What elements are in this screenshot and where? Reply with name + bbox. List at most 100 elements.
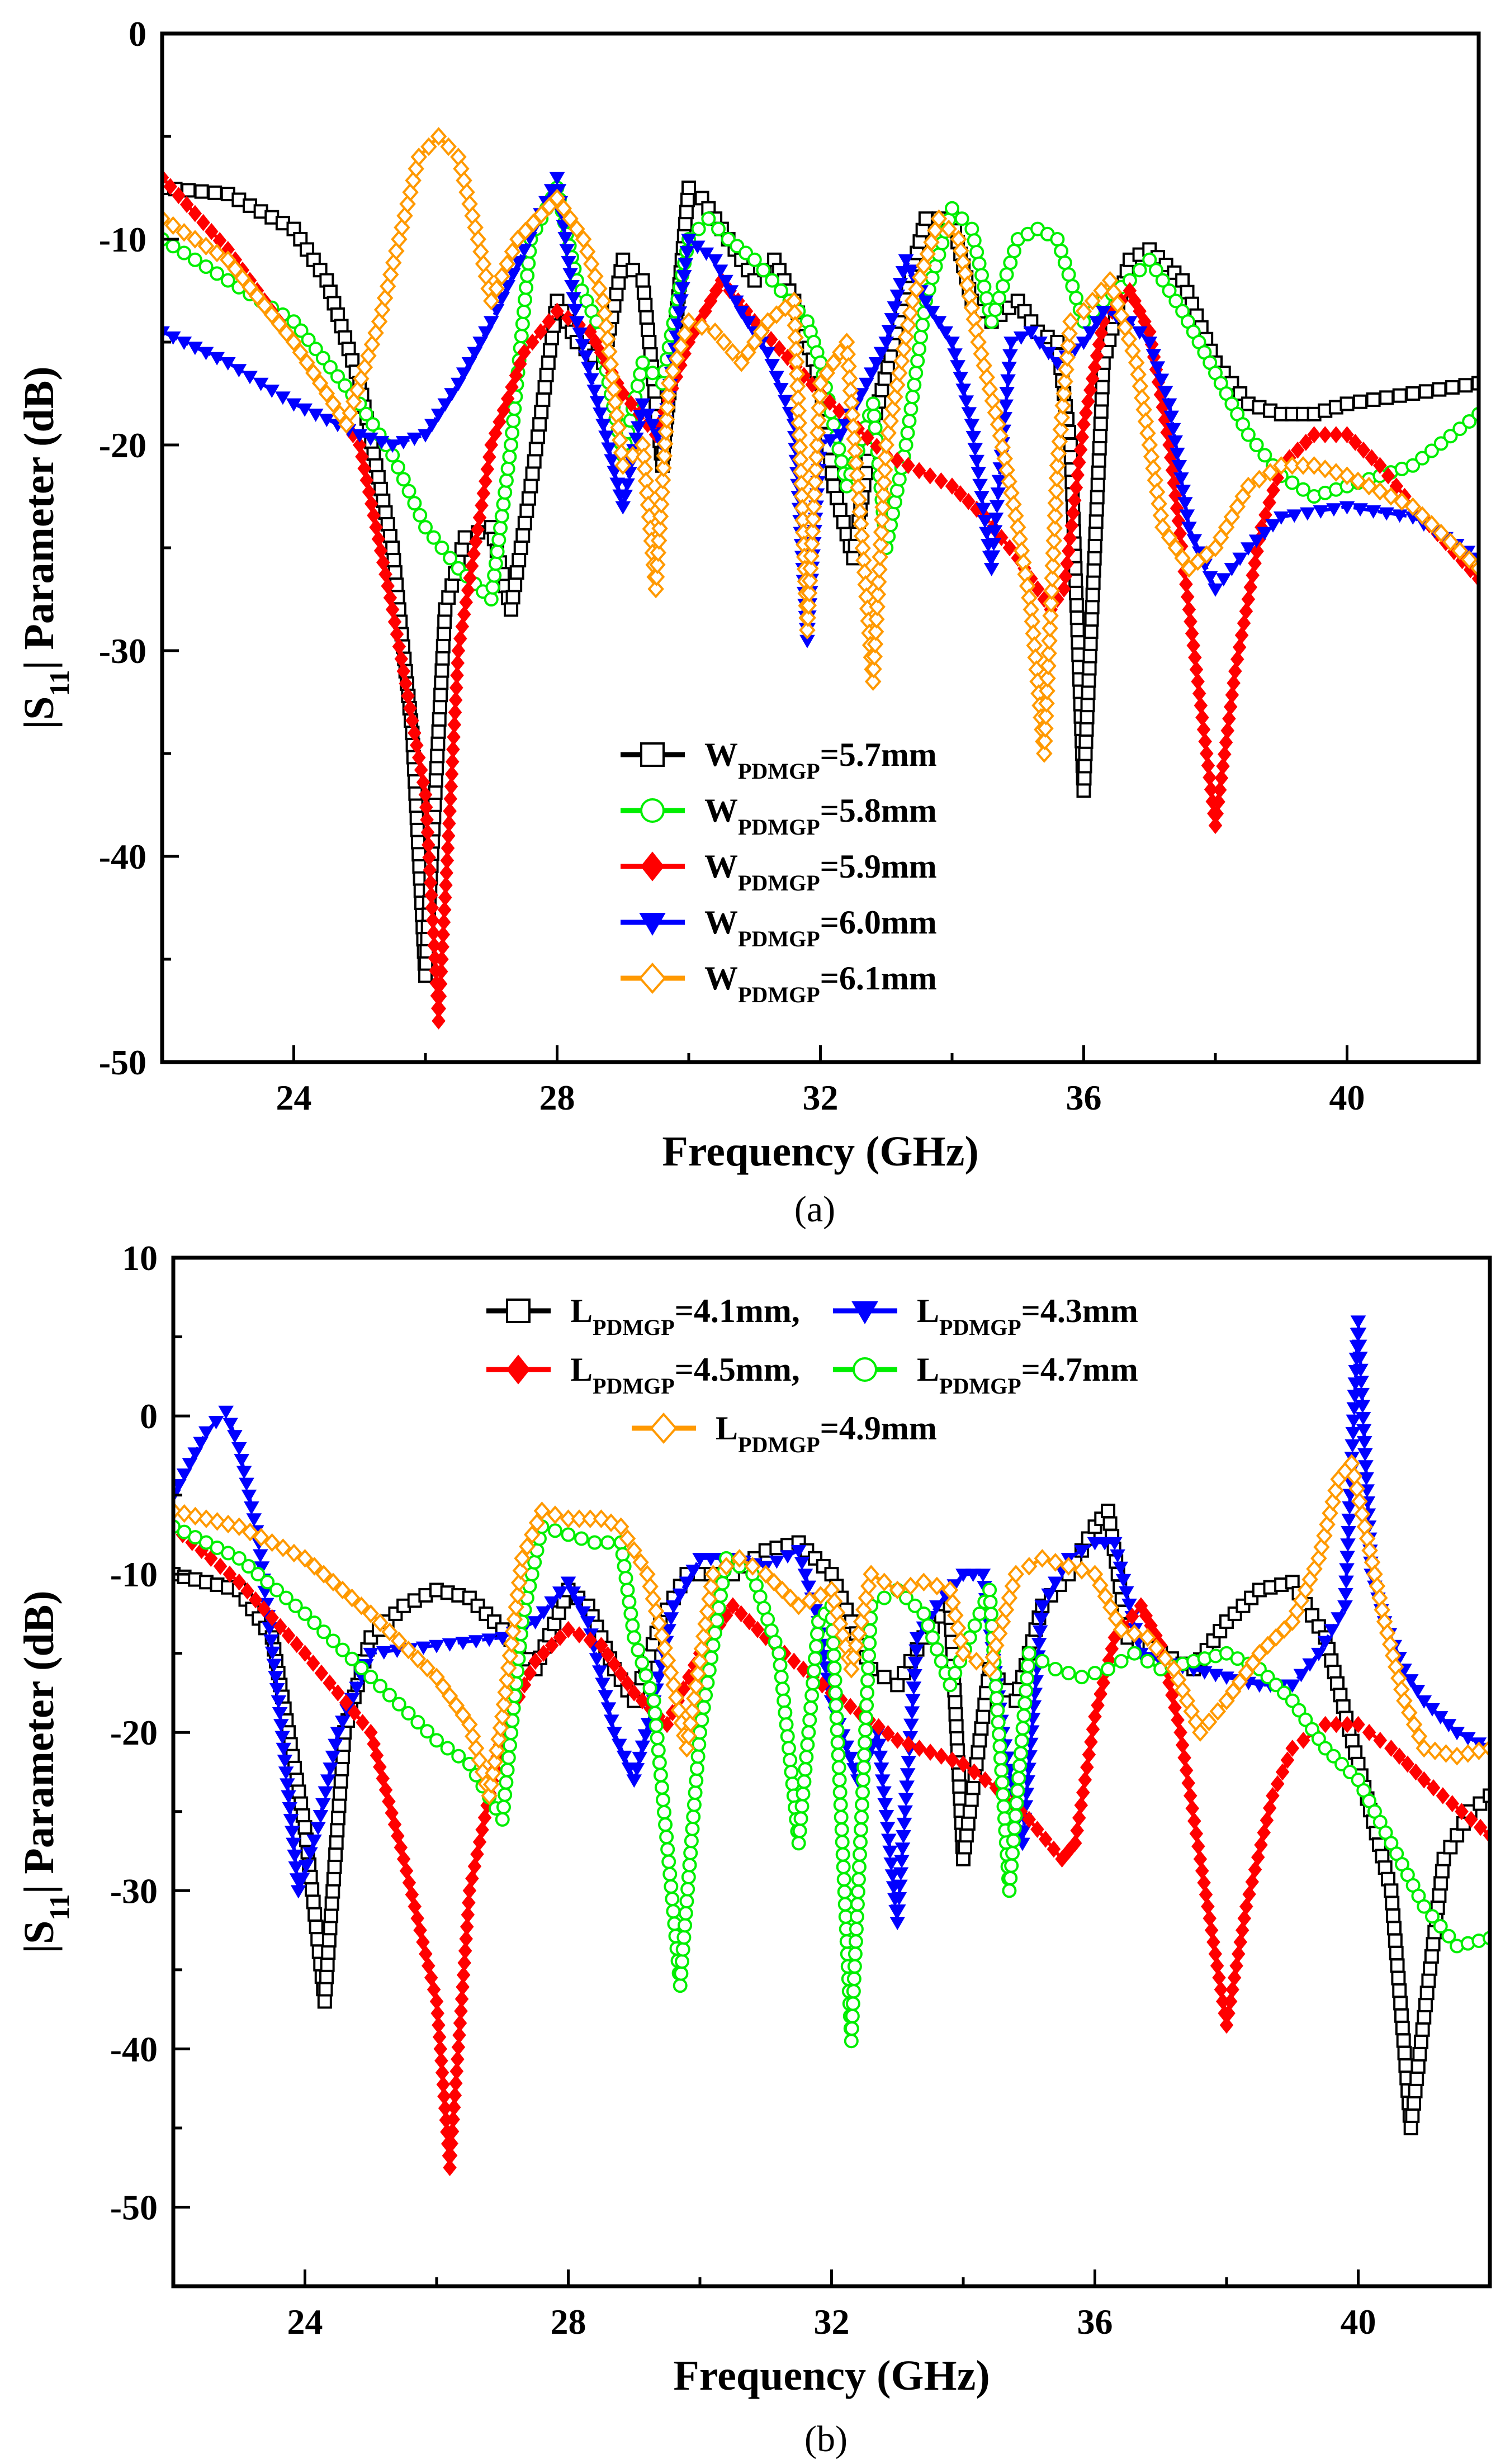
series-1-marker bbox=[629, 1763, 645, 1777]
series-1-marker bbox=[635, 1740, 651, 1754]
series-4-marker bbox=[410, 148, 427, 167]
series-1-marker bbox=[349, 1681, 365, 1695]
x-tick-label: 28 bbox=[539, 1078, 575, 1117]
series-0-marker bbox=[1086, 563, 1101, 578]
series-3-marker bbox=[892, 278, 908, 291]
legend-label-3: LPDMGP=4.7mm bbox=[917, 1351, 1138, 1399]
series-4-marker bbox=[1054, 396, 1071, 415]
series-0-marker bbox=[1421, 1973, 1436, 1988]
series-2-marker bbox=[1223, 1993, 1238, 2010]
series-0-marker bbox=[678, 216, 693, 231]
series-3-marker bbox=[1291, 1703, 1307, 1718]
series-1-marker bbox=[964, 221, 979, 236]
series-2-marker bbox=[1212, 1969, 1226, 1987]
series-3-marker bbox=[1009, 1795, 1024, 1811]
series-4-marker bbox=[227, 259, 244, 278]
series-2-marker bbox=[1250, 542, 1264, 560]
series-4-marker bbox=[1167, 538, 1185, 557]
series-3-marker bbox=[974, 491, 990, 505]
series-2-marker bbox=[433, 987, 447, 1005]
series-3-marker bbox=[674, 1966, 689, 1981]
series-3-marker bbox=[500, 1762, 515, 1778]
series-3-marker bbox=[1165, 423, 1181, 437]
series-1-marker bbox=[977, 279, 992, 295]
series-3-marker bbox=[799, 1750, 814, 1765]
series-2-marker bbox=[1189, 1825, 1204, 1842]
series-2-marker bbox=[1179, 1761, 1194, 1779]
x-tick-label: 32 bbox=[814, 2302, 850, 2342]
series-4-marker bbox=[1048, 481, 1065, 500]
series-0-marker bbox=[505, 590, 520, 605]
series-4-marker bbox=[703, 1577, 720, 1596]
series-3-marker bbox=[220, 357, 236, 371]
series-2-marker bbox=[1329, 1716, 1343, 1733]
series-2-marker bbox=[248, 1591, 263, 1609]
series-4-marker bbox=[652, 506, 669, 526]
series-2-marker bbox=[528, 1652, 542, 1670]
series-3-marker bbox=[1145, 349, 1162, 363]
series-4-marker bbox=[825, 353, 842, 372]
series-3-marker bbox=[344, 1651, 359, 1666]
series-1-marker bbox=[264, 1646, 281, 1660]
series-3-marker bbox=[834, 1822, 849, 1837]
series-3-marker bbox=[958, 395, 974, 409]
series-3-marker bbox=[1005, 1846, 1020, 1861]
series-2-marker bbox=[465, 557, 479, 575]
series-4-marker bbox=[880, 423, 897, 443]
series-2-marker bbox=[436, 938, 449, 956]
series-4-marker bbox=[400, 1640, 417, 1660]
series-3-marker bbox=[319, 414, 335, 428]
series-1-marker bbox=[878, 1810, 894, 1823]
series-3-marker bbox=[679, 1894, 694, 1909]
y-axis-title-group: |S11| Parameter (dB) bbox=[16, 366, 75, 729]
series-3-marker bbox=[1014, 1733, 1029, 1749]
series-3-marker bbox=[948, 1666, 963, 1681]
series-1-marker bbox=[909, 1632, 925, 1646]
series-0-marker bbox=[1483, 1788, 1490, 1803]
series-0-marker bbox=[1082, 661, 1097, 676]
series-2-marker bbox=[443, 790, 458, 808]
series-1-marker bbox=[306, 1834, 322, 1848]
legend-entry-1: LPDMGP=4.3mm bbox=[833, 1292, 1138, 1340]
series-4-marker bbox=[912, 268, 929, 287]
series-4-marker bbox=[868, 610, 885, 629]
series-2-marker bbox=[290, 1636, 304, 1653]
series-3-marker bbox=[728, 295, 744, 309]
series-2-marker bbox=[1222, 2005, 1236, 2022]
series-4-marker bbox=[499, 1670, 515, 1690]
series-0-marker bbox=[411, 835, 426, 850]
legend-entry-2: WPDMGP=5.9mm bbox=[621, 848, 937, 895]
series-4-marker bbox=[373, 300, 391, 319]
series-2-marker bbox=[373, 542, 388, 560]
series-3-marker bbox=[685, 1821, 700, 1836]
series-0-marker bbox=[1069, 598, 1084, 613]
series-3-marker bbox=[1149, 361, 1166, 375]
series-1-marker bbox=[907, 377, 922, 392]
series-0-marker bbox=[1091, 465, 1106, 480]
series-1-marker bbox=[514, 329, 529, 344]
series-1-marker bbox=[913, 329, 929, 344]
series-3-marker bbox=[1061, 1666, 1076, 1681]
series-3-marker bbox=[551, 184, 567, 198]
series-4-marker bbox=[381, 1622, 398, 1642]
series-1-marker bbox=[701, 211, 716, 226]
series-3-marker bbox=[1169, 447, 1185, 461]
series-3-marker bbox=[828, 1685, 843, 1700]
series-4-marker bbox=[1209, 1702, 1227, 1721]
series-1-marker bbox=[580, 1616, 596, 1630]
series-4-marker bbox=[865, 660, 882, 679]
series-3-marker bbox=[837, 1884, 852, 1899]
series-1-marker bbox=[1031, 1638, 1047, 1651]
series-4-marker bbox=[1338, 466, 1356, 485]
series-1-marker bbox=[1296, 482, 1310, 497]
series-4-marker bbox=[689, 1664, 707, 1683]
legend-label-1-rest: =5.8mm bbox=[820, 792, 937, 829]
series-4-marker bbox=[342, 403, 359, 423]
series-0-marker bbox=[638, 297, 653, 312]
series-2-marker bbox=[443, 2159, 457, 2177]
series-0-marker bbox=[517, 515, 532, 530]
series-4-marker bbox=[1040, 644, 1057, 663]
series-2-marker bbox=[443, 802, 457, 820]
series-3-marker bbox=[796, 1787, 811, 1802]
